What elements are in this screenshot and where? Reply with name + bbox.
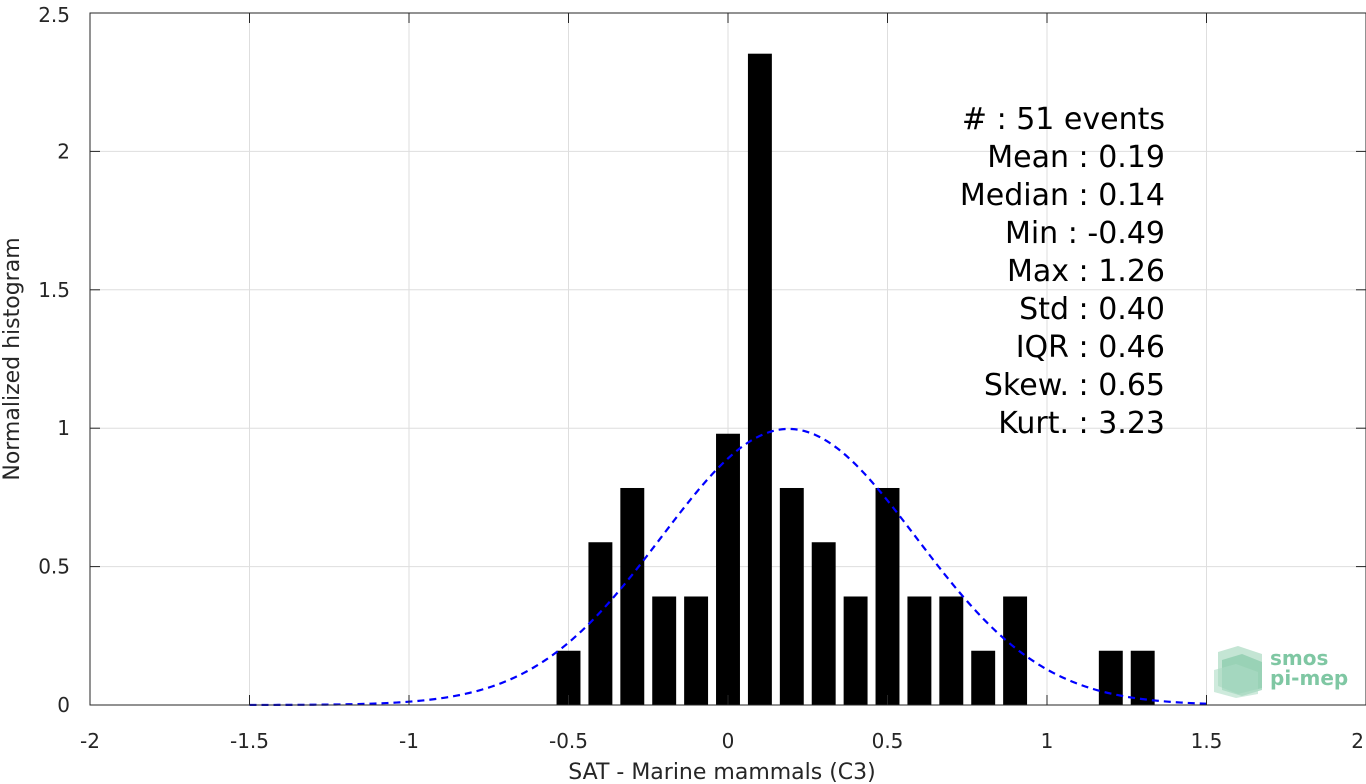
histogram-bar xyxy=(843,596,868,705)
logo-text-line1: smos xyxy=(1270,646,1328,670)
stat-line: Min : -0.49 xyxy=(1005,216,1165,251)
y-tick-label: 1.5 xyxy=(38,278,70,302)
histogram-bar xyxy=(939,596,964,705)
y-tick-label: 1 xyxy=(57,416,70,440)
stat-line: Kurt. : 3.23 xyxy=(998,406,1165,441)
x-axis-tick-labels: -2 -1.5 -1 -0.5 0 0.5 1 1.5 2 xyxy=(80,729,1364,753)
x-tick-label: -0.5 xyxy=(549,729,588,753)
x-tick-label: 1.5 xyxy=(1191,729,1223,753)
histogram-bar xyxy=(1098,650,1123,705)
axis-ticks xyxy=(89,12,1366,706)
stat-line: # : 51 events xyxy=(962,102,1165,137)
x-tick-label: -1.5 xyxy=(230,729,269,753)
histogram-bar xyxy=(811,542,836,705)
y-tick-label: 0.5 xyxy=(38,555,70,579)
stat-line: Max : 1.26 xyxy=(1007,254,1165,289)
x-tick-label: -2 xyxy=(80,729,100,753)
histogram-bar xyxy=(556,650,581,705)
x-tick-label: 0.5 xyxy=(872,729,904,753)
histogram-bar xyxy=(620,487,645,705)
histogram-bar xyxy=(1130,650,1155,705)
y-axis-tick-labels: 0 0.5 1 1.5 2 2.5 xyxy=(38,3,70,717)
x-tick-label: 2 xyxy=(1351,729,1364,753)
histogram-bars xyxy=(556,53,1155,706)
stat-line: Median : 0.14 xyxy=(960,178,1165,213)
stat-line: Mean : 0.19 xyxy=(987,140,1165,175)
x-axis-label: SAT - Marine mammals (C3) xyxy=(568,760,876,784)
histogram-bar xyxy=(875,487,900,705)
stat-line: IQR : 0.46 xyxy=(1016,330,1165,365)
histogram-bar xyxy=(779,487,804,705)
histogram-bar xyxy=(684,596,709,705)
logo-mark-icon xyxy=(1214,646,1262,698)
x-tick-label: 0 xyxy=(722,729,735,753)
y-tick-label: 2.5 xyxy=(38,3,70,27)
smos-pi-mep-logo: smos pi-mep xyxy=(1214,646,1348,698)
histogram-bar xyxy=(971,650,996,705)
y-axis-label: Normalized histogram xyxy=(0,237,25,480)
histogram-bar xyxy=(716,433,740,705)
y-tick-label: 2 xyxy=(57,139,70,163)
histogram-bar xyxy=(907,596,932,705)
stat-line: Skew. : 0.65 xyxy=(984,368,1165,403)
histogram-bar xyxy=(1003,596,1028,705)
histogram-bar xyxy=(588,542,613,705)
x-tick-label: 1 xyxy=(1041,729,1054,753)
y-tick-label: 0 xyxy=(57,693,70,717)
x-tick-label: -1 xyxy=(399,729,419,753)
histogram-bar xyxy=(652,596,677,705)
logo-text-line2: pi-mep xyxy=(1270,666,1348,690)
histogram-bar xyxy=(747,53,772,706)
stat-line: Std : 0.40 xyxy=(1019,292,1165,327)
